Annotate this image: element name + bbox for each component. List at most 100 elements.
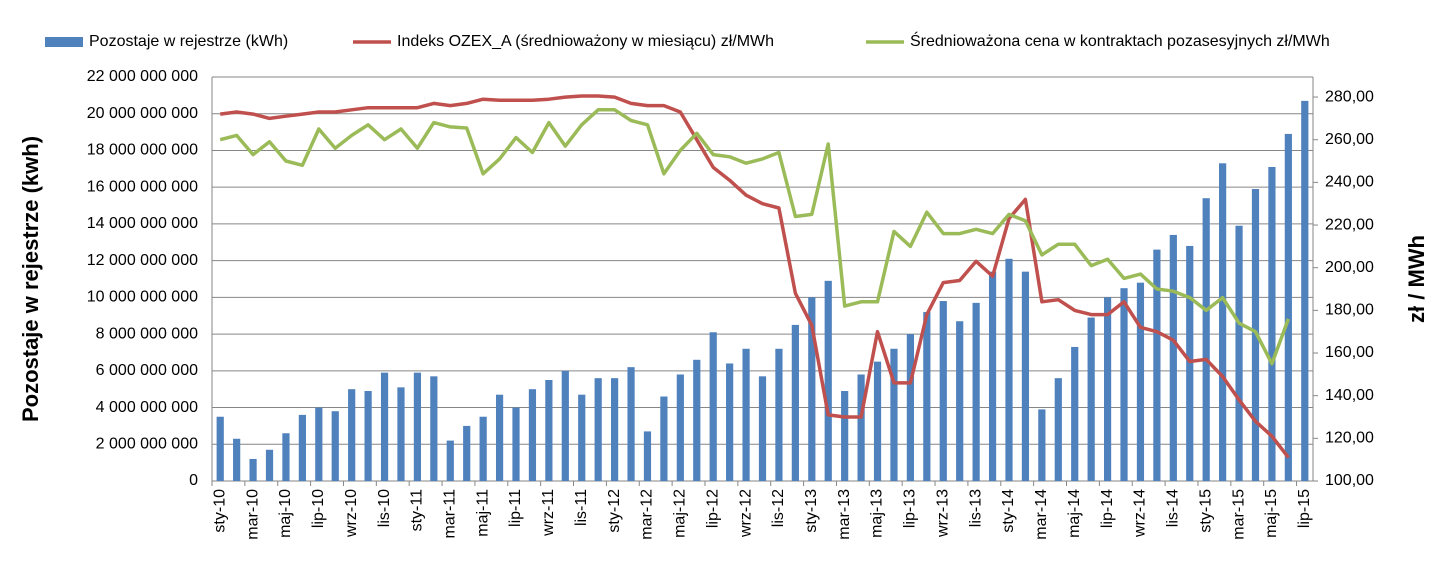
x-tick-label: lip-12	[704, 489, 721, 528]
bar	[627, 367, 635, 481]
bar	[315, 407, 323, 481]
bar	[693, 359, 701, 481]
legend-label: Średnioważona cena w kontraktach pozases…	[910, 31, 1330, 50]
bar	[1202, 198, 1210, 481]
y2-tick-label: 240,00	[1325, 174, 1374, 191]
bar	[512, 407, 520, 481]
x-tick-label: maj-10	[277, 489, 294, 538]
bar	[1005, 258, 1013, 481]
y2-tick-label: 100,00	[1325, 472, 1374, 489]
y2-tick-label: 140,00	[1325, 387, 1374, 404]
bar	[495, 394, 504, 481]
x-tick-label: lip-10	[310, 489, 327, 528]
bar	[578, 394, 586, 481]
bar	[233, 438, 241, 481]
x-tick-label: lip-13	[902, 489, 919, 528]
y-tick-label: 18 000 000 000	[87, 142, 198, 159]
x-tick-label: wrz-14	[1132, 489, 1149, 538]
bar	[479, 416, 487, 481]
line	[219, 108, 1291, 366]
bar	[463, 425, 471, 481]
x-tick-label: mar-14	[1033, 489, 1050, 540]
y-tick-label: 0	[189, 472, 198, 489]
bar	[611, 378, 619, 481]
x-tick-label: sty-11	[409, 489, 426, 531]
bar	[446, 440, 454, 481]
x-tick-label: mar-13	[836, 489, 853, 540]
x-tick-label: lis-12	[770, 489, 787, 527]
bar	[528, 389, 537, 481]
x-tick-label: sty-13	[803, 489, 820, 533]
x-tick-label: lip-14	[1099, 489, 1116, 528]
bar	[1038, 409, 1046, 481]
legend-label: Indeks OZEX_A (średnioważony w miesiącu)…	[397, 33, 774, 50]
bar	[1235, 225, 1243, 481]
y2-tick-label: 280,00	[1325, 88, 1374, 105]
x-tick-label: wrz-11	[540, 489, 557, 537]
y-tick-label: 8 000 000 000	[96, 325, 198, 342]
y2-tick-label: 260,00	[1325, 131, 1374, 148]
bar	[1186, 245, 1194, 481]
x-tick-label: wrz-13	[934, 489, 951, 538]
bar	[775, 348, 783, 481]
x-tick-label: lis-13	[967, 489, 984, 527]
y-axis-title: Pozostaje w rejestrze (kwh)	[18, 136, 43, 422]
y-tick-label: 12 000 000 000	[87, 252, 198, 269]
x-tick-label: maj-13	[869, 489, 886, 538]
x-tick-label: lis-14	[1165, 489, 1182, 527]
bar	[282, 433, 290, 481]
x-tick-label: wrz-12	[737, 489, 754, 538]
bar	[1153, 249, 1161, 481]
y2-tick-label: 120,00	[1325, 430, 1374, 447]
bar	[594, 378, 602, 481]
bar	[216, 416, 224, 481]
y-tick-label: 4 000 000 000	[96, 399, 198, 416]
y-tick-label: 6 000 000 000	[96, 362, 198, 379]
x-tick-label: lip-11	[507, 489, 524, 527]
bar	[298, 414, 306, 481]
x-tick-label: mar-10	[244, 489, 261, 540]
bar	[265, 449, 274, 481]
bar	[857, 374, 865, 481]
bar	[249, 458, 257, 481]
x-tick-label: mar-12	[639, 489, 656, 540]
x-tick-label: lis-10	[376, 489, 393, 527]
x-tick-label: mar-11	[441, 489, 458, 539]
y-tick-label: 2 000 000 000	[96, 435, 198, 452]
bar	[643, 431, 652, 481]
x-tick-label: lip-15	[1296, 489, 1313, 528]
bar	[956, 321, 964, 481]
bar	[1087, 317, 1095, 481]
legend-label: Pozostaje w rejestrze (kWh)	[89, 33, 288, 50]
y2-axis-title: zł / MWh	[1404, 235, 1429, 323]
bar	[791, 324, 799, 481]
x-tick-label: mar-15	[1230, 489, 1247, 540]
y-tick-label: 14 000 000 000	[87, 215, 198, 232]
legend-swatch	[45, 37, 83, 47]
y2-tick-label: 160,00	[1325, 344, 1374, 361]
bar	[808, 297, 816, 481]
bar	[923, 312, 931, 481]
y2-tick-label: 200,00	[1325, 259, 1374, 276]
x-tick-label: sty-14	[1000, 489, 1017, 533]
x-tick-label: sty-12	[606, 489, 623, 533]
bar	[1071, 346, 1079, 481]
bar	[906, 334, 914, 481]
bar	[824, 280, 832, 481]
bar	[709, 332, 717, 481]
bar	[1284, 133, 1292, 481]
y2-tick-label: 180,00	[1325, 302, 1374, 319]
bar	[939, 301, 947, 481]
bar	[1169, 234, 1177, 481]
y2-tick-label: 220,00	[1325, 216, 1374, 233]
bar	[1301, 100, 1309, 481]
bar	[1103, 297, 1112, 481]
bar	[397, 387, 405, 481]
x-tick-label: maj-15	[1263, 489, 1280, 538]
y-tick-label: 20 000 000 000	[87, 105, 198, 122]
y-tick-label: 10 000 000 000	[87, 289, 198, 306]
bar	[380, 372, 389, 481]
bar	[1021, 271, 1030, 481]
line	[219, 94, 1290, 459]
